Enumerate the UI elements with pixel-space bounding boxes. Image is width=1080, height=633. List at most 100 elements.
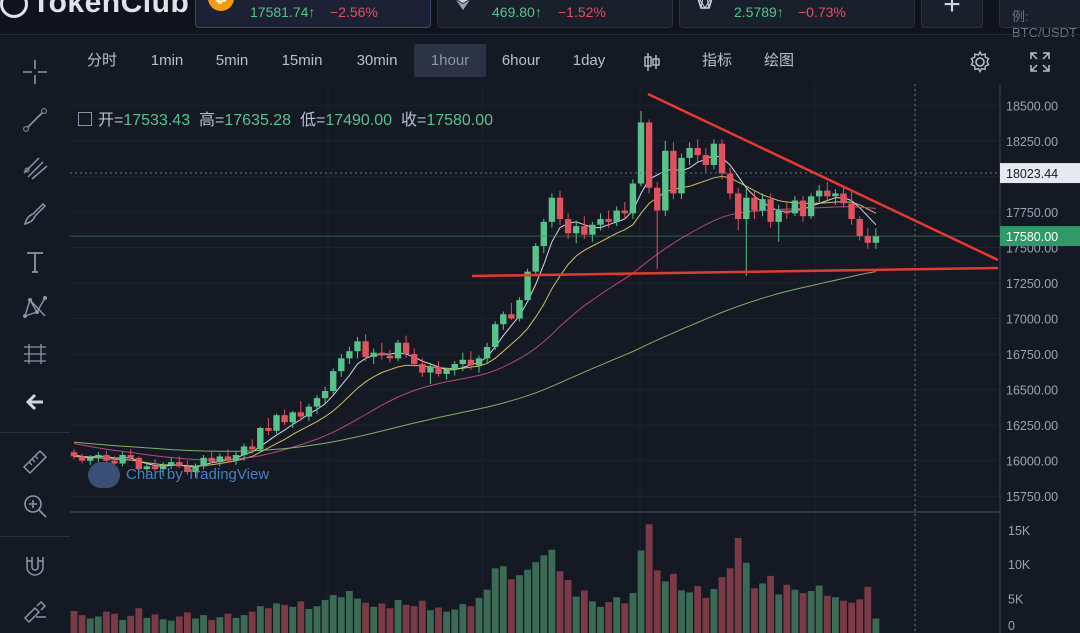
tab-15min[interactable]: 15min [281, 52, 323, 69]
ruler-icon[interactable] [21, 448, 49, 476]
volume-bar [273, 603, 280, 633]
candle-body [540, 221, 547, 247]
candle-body [103, 454, 110, 461]
zoom-in-icon[interactable] [21, 492, 49, 520]
candle-body [605, 219, 612, 222]
crosshair-icon[interactable] [21, 58, 49, 86]
candle-body [516, 300, 523, 319]
tradingview-watermark[interactable]: Chart by TradingView [88, 462, 269, 488]
tab-6hour[interactable]: 6hour [501, 52, 541, 69]
volume-bar [443, 611, 450, 633]
ticker-card-btc[interactable]: ₿ 17581.74↑ −2.56% [195, 0, 431, 28]
tab-timeshare[interactable]: 分时 [86, 52, 117, 69]
ticker-card-eos[interactable]: 2.5789↑ −0.73% [679, 0, 915, 28]
candle-body [208, 457, 215, 463]
ticker-price: 17581.74↑ [250, 4, 316, 20]
candle-body [759, 199, 766, 211]
candle-body [354, 341, 361, 352]
candle-body [95, 454, 102, 458]
ticker-price: 2.5789↑ [734, 4, 784, 20]
candle-body [127, 454, 134, 458]
tab-30min[interactable]: 30min [356, 52, 398, 69]
tab-1day[interactable]: 1day [572, 52, 606, 69]
magnet-icon[interactable] [21, 552, 49, 580]
candle-body [807, 196, 815, 217]
candle-body [159, 464, 167, 470]
fullscreen-icon[interactable] [1028, 50, 1052, 74]
price-axis-tick: 16750.00 [1006, 348, 1058, 362]
prediction-icon[interactable] [21, 340, 49, 368]
candlestick-type-icon[interactable] [642, 52, 662, 72]
top-divider [0, 34, 1080, 35]
candle-body [475, 358, 483, 366]
volume-bar [94, 616, 102, 633]
volume-bar [791, 589, 799, 633]
candle-body [783, 210, 790, 214]
legend-toggle-icon[interactable] [78, 112, 92, 126]
indicators-button[interactable]: 指标 [701, 52, 732, 69]
volume-bar [564, 580, 572, 633]
candle-body [678, 157, 685, 194]
volume-bar [451, 609, 459, 633]
lock-drawing-icon[interactable] [21, 596, 49, 624]
volume-bar [427, 610, 434, 633]
candle-body [119, 454, 126, 464]
eos-icon [697, 0, 713, 9]
volume-bar [670, 573, 677, 633]
volume-bar [580, 590, 588, 633]
volume-bar [175, 616, 183, 633]
volume-bar [184, 612, 191, 633]
volume-bar [759, 583, 766, 633]
volume-bar [208, 619, 216, 633]
price-chart[interactable]: 18500.0018250.0018000.0017750.0017500.00… [70, 84, 1080, 633]
tab-1min[interactable]: 1min [150, 52, 184, 69]
sidebar-divider [0, 432, 70, 433]
volume-bar [605, 602, 612, 633]
settings-gear-icon[interactable] [968, 50, 992, 74]
volume-bar [775, 594, 783, 633]
volume-bar [248, 611, 256, 633]
candle-body [427, 366, 434, 373]
brush-icon[interactable] [21, 200, 49, 228]
pattern-icon[interactable] [21, 294, 49, 322]
candle-body [872, 236, 880, 243]
volume-bar [289, 606, 297, 633]
price-axis-tick: 17000.00 [1006, 313, 1058, 327]
candle-body [362, 341, 369, 357]
volume-bar [548, 549, 556, 633]
candle-body [775, 210, 782, 222]
volume-bar [86, 618, 94, 633]
candle-body [346, 351, 353, 359]
trend-line-icon[interactable] [21, 106, 49, 134]
volume-bar [556, 571, 564, 633]
volume-bar [661, 581, 669, 633]
chart-toolbar: 分时 1min 5min 15min 30min 1hour 6hour 1da… [70, 44, 1080, 80]
fib-channel-icon[interactable] [21, 152, 49, 180]
app-logo[interactable]: TokenClub [0, 0, 189, 20]
candle-body [378, 352, 385, 356]
candle-body [370, 352, 377, 357]
ticker-card-eth[interactable]: 469.80↑ −1.52% [437, 0, 673, 28]
candle-body [581, 226, 588, 235]
volume-bar [491, 568, 499, 633]
candle-body [200, 457, 207, 467]
volume-bar [362, 602, 369, 633]
search-input[interactable]: 例: BTC/USDT [999, 0, 1080, 40]
drawing-button[interactable]: 绘图 [763, 52, 794, 69]
tab-5min[interactable]: 5min [215, 52, 249, 69]
candle-body [176, 462, 183, 467]
volume-bar [597, 606, 604, 633]
add-ticker-button[interactable]: + [921, 0, 983, 28]
candle-body [556, 197, 564, 220]
candle-body [848, 203, 855, 220]
volume-bar [232, 617, 240, 633]
candle-body [629, 183, 637, 214]
tab-1hour[interactable]: 1hour [414, 44, 486, 77]
close-label: 收= [400, 112, 427, 129]
candle-body [508, 314, 515, 319]
candle-body [589, 224, 596, 235]
open-value: 17533.43 [123, 112, 191, 129]
back-arrow-icon[interactable] [21, 388, 49, 416]
text-tool-icon[interactable] [21, 248, 49, 276]
volume-bar [815, 585, 823, 633]
